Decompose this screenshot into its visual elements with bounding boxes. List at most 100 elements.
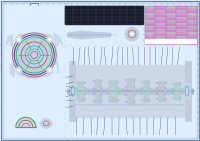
Bar bbox=[166, 12, 176, 16]
Bar bbox=[187, 16, 197, 19]
Bar bbox=[122, 24, 142, 44]
Bar bbox=[176, 19, 187, 22]
Bar bbox=[145, 38, 155, 41]
Bar bbox=[145, 31, 155, 35]
Polygon shape bbox=[81, 31, 93, 39]
Bar bbox=[187, 22, 197, 25]
Bar bbox=[155, 38, 166, 41]
Bar bbox=[184, 83, 190, 99]
Ellipse shape bbox=[48, 69, 51, 72]
Polygon shape bbox=[93, 32, 103, 38]
Polygon shape bbox=[73, 31, 81, 39]
Bar bbox=[187, 31, 197, 35]
Bar bbox=[166, 38, 176, 41]
Bar bbox=[166, 31, 176, 35]
Ellipse shape bbox=[40, 118, 52, 128]
Bar bbox=[145, 9, 155, 12]
Ellipse shape bbox=[17, 69, 20, 72]
Bar bbox=[187, 35, 197, 38]
Bar bbox=[155, 35, 166, 38]
Bar bbox=[73, 65, 187, 117]
Bar bbox=[166, 9, 176, 12]
Polygon shape bbox=[67, 32, 73, 38]
Bar bbox=[67, 90, 75, 92]
Bar bbox=[145, 25, 155, 28]
Bar bbox=[176, 22, 187, 25]
Bar bbox=[166, 35, 176, 38]
Ellipse shape bbox=[48, 38, 51, 41]
Ellipse shape bbox=[46, 36, 53, 43]
Bar bbox=[145, 6, 197, 44]
Ellipse shape bbox=[15, 36, 22, 43]
Bar bbox=[155, 19, 166, 22]
Bar bbox=[174, 82, 180, 100]
Bar bbox=[155, 25, 166, 28]
Bar bbox=[155, 12, 166, 16]
Bar bbox=[176, 31, 187, 35]
Bar bbox=[155, 41, 166, 44]
Bar bbox=[65, 6, 143, 24]
Bar bbox=[155, 28, 166, 31]
Bar bbox=[176, 12, 187, 16]
Bar bbox=[145, 12, 155, 16]
Polygon shape bbox=[103, 32, 111, 38]
Bar bbox=[187, 38, 197, 41]
Bar bbox=[176, 25, 187, 28]
Bar bbox=[176, 6, 187, 9]
Bar bbox=[187, 19, 197, 22]
Bar bbox=[145, 16, 155, 19]
Bar bbox=[166, 22, 176, 25]
Polygon shape bbox=[6, 33, 62, 79]
Ellipse shape bbox=[130, 32, 134, 36]
Bar bbox=[187, 41, 197, 44]
Bar bbox=[69, 61, 75, 121]
Bar bbox=[176, 28, 187, 31]
Bar bbox=[143, 80, 149, 102]
Bar bbox=[166, 41, 176, 44]
Bar bbox=[187, 6, 197, 9]
Bar bbox=[145, 28, 155, 31]
Bar bbox=[176, 16, 187, 19]
Bar bbox=[155, 9, 166, 12]
Bar bbox=[155, 16, 166, 19]
Bar bbox=[77, 81, 84, 101]
Bar bbox=[67, 88, 193, 94]
Bar bbox=[187, 9, 197, 12]
Bar bbox=[155, 22, 166, 25]
Bar bbox=[127, 78, 134, 104]
Bar bbox=[145, 22, 155, 25]
Ellipse shape bbox=[32, 52, 37, 57]
Bar bbox=[166, 6, 176, 9]
Bar bbox=[70, 83, 76, 99]
Bar bbox=[176, 41, 187, 44]
Ellipse shape bbox=[17, 38, 20, 41]
Bar bbox=[145, 19, 155, 22]
Ellipse shape bbox=[125, 27, 139, 41]
Ellipse shape bbox=[15, 67, 22, 74]
Bar bbox=[109, 80, 117, 102]
Bar bbox=[158, 81, 165, 101]
Bar bbox=[176, 35, 187, 38]
Bar bbox=[176, 9, 187, 12]
Bar bbox=[187, 25, 197, 28]
Bar bbox=[166, 16, 176, 19]
Bar bbox=[187, 28, 197, 31]
Bar bbox=[3, 111, 63, 136]
Bar bbox=[185, 89, 193, 93]
Bar bbox=[145, 41, 155, 44]
Ellipse shape bbox=[14, 35, 54, 75]
Bar bbox=[3, 5, 63, 109]
Bar bbox=[145, 6, 155, 9]
Bar bbox=[65, 46, 195, 136]
Bar bbox=[95, 79, 101, 103]
Bar bbox=[145, 39, 197, 44]
Bar bbox=[145, 35, 155, 38]
Bar bbox=[155, 6, 166, 9]
Bar bbox=[185, 61, 191, 121]
Bar bbox=[166, 19, 176, 22]
Ellipse shape bbox=[46, 67, 53, 74]
Bar bbox=[187, 12, 197, 16]
Bar bbox=[155, 31, 166, 35]
Bar bbox=[176, 38, 187, 41]
Bar bbox=[65, 26, 120, 44]
